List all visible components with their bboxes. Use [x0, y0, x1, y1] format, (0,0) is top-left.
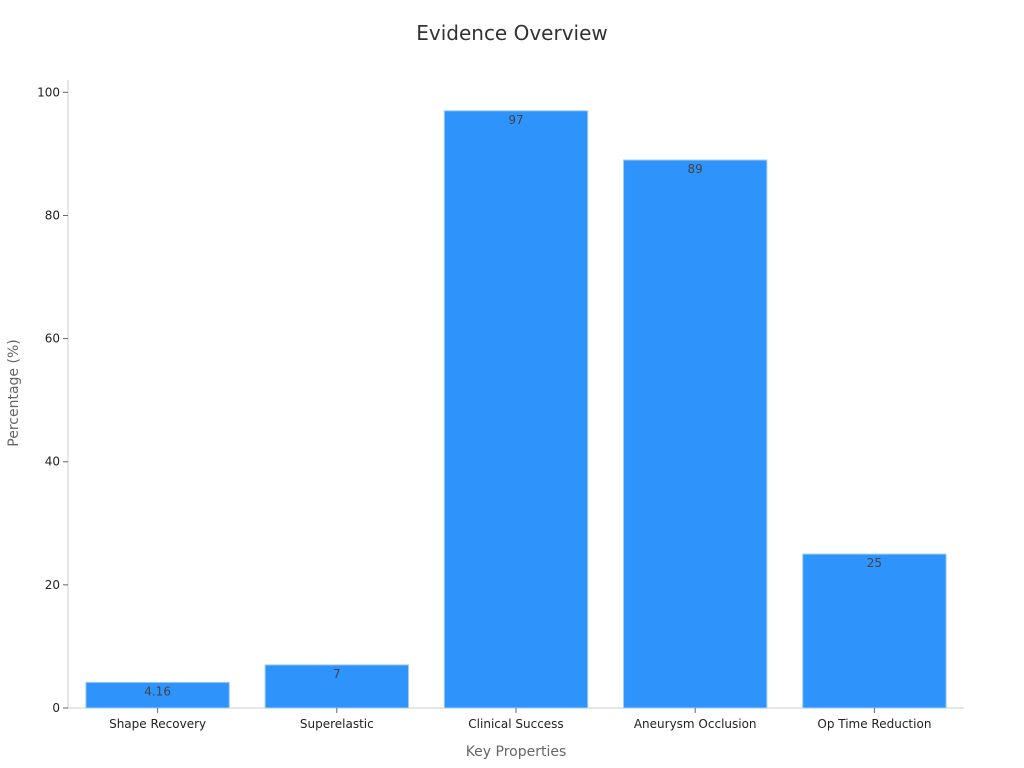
x-tick-label: Aneurysm Occlusion	[634, 717, 757, 731]
y-tick-label: 40	[45, 455, 60, 469]
bar-value-label: 4.16	[144, 684, 171, 698]
chart-title: Evidence Overview	[416, 21, 608, 45]
bar	[264, 664, 409, 709]
bar	[85, 681, 230, 709]
y-tick-label: 80	[45, 208, 60, 222]
x-tick-label: Clinical Success	[468, 717, 563, 731]
x-tick-label: Superelastic	[300, 717, 374, 731]
bar-value-label: 7	[333, 667, 341, 681]
x-axis-ticks: Shape Recovery Superelastic Clinical Succe…	[109, 708, 931, 731]
bar	[443, 110, 589, 709]
bar-value-label: 89	[688, 162, 703, 176]
y-axis-label: Percentage (%)	[6, 339, 22, 446]
y-axis-ticks: 0 20 40 60 80 100	[37, 85, 68, 715]
bars-group: 4.16 7 97 89 25	[85, 110, 947, 709]
bar	[802, 553, 947, 709]
y-tick-label: 0	[52, 701, 60, 715]
x-tick-label: Shape Recovery	[109, 717, 206, 731]
y-tick-label: 100	[37, 85, 60, 99]
bar-value-label: 25	[867, 556, 882, 570]
bar	[623, 159, 768, 709]
x-tick-label: Op Time Reduction	[817, 717, 931, 731]
x-axis-label: Key Properties	[466, 744, 567, 760]
y-tick-label: 60	[45, 332, 60, 346]
y-tick-label: 20	[45, 578, 60, 592]
bar-value-label: 97	[508, 113, 523, 127]
